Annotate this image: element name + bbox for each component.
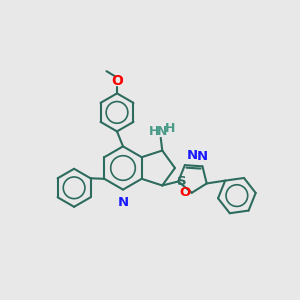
- Text: S: S: [177, 175, 187, 188]
- Text: N: N: [117, 196, 129, 209]
- Text: N: N: [197, 150, 208, 163]
- Text: H: H: [149, 124, 159, 137]
- Text: H: H: [165, 122, 175, 135]
- Text: O: O: [179, 186, 190, 199]
- Text: N: N: [186, 149, 197, 162]
- Text: N: N: [157, 125, 167, 138]
- Text: O: O: [112, 74, 124, 88]
